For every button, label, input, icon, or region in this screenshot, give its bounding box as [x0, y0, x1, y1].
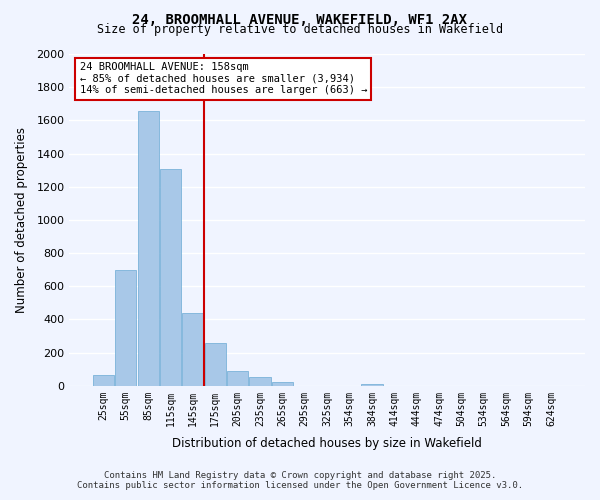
Text: Contains HM Land Registry data © Crown copyright and database right 2025.
Contai: Contains HM Land Registry data © Crown c… — [77, 470, 523, 490]
Text: 24, BROOMHALL AVENUE, WAKEFIELD, WF1 2AX: 24, BROOMHALL AVENUE, WAKEFIELD, WF1 2AX — [133, 12, 467, 26]
Bar — [182, 313, 203, 386]
Bar — [160, 170, 181, 386]
Bar — [205, 344, 226, 386]
Text: Size of property relative to detached houses in Wakefield: Size of property relative to detached ho… — [97, 22, 503, 36]
Y-axis label: Number of detached properties: Number of detached properties — [15, 127, 28, 313]
Bar — [137, 111, 159, 386]
X-axis label: Distribution of detached houses by size in Wakefield: Distribution of detached houses by size … — [172, 437, 482, 450]
Bar — [115, 270, 136, 386]
Bar — [361, 384, 383, 386]
Bar — [250, 378, 271, 386]
Bar — [272, 382, 293, 386]
Bar — [93, 375, 114, 386]
Text: 24 BROOMHALL AVENUE: 158sqm
← 85% of detached houses are smaller (3,934)
14% of : 24 BROOMHALL AVENUE: 158sqm ← 85% of det… — [80, 62, 367, 96]
Bar — [227, 371, 248, 386]
